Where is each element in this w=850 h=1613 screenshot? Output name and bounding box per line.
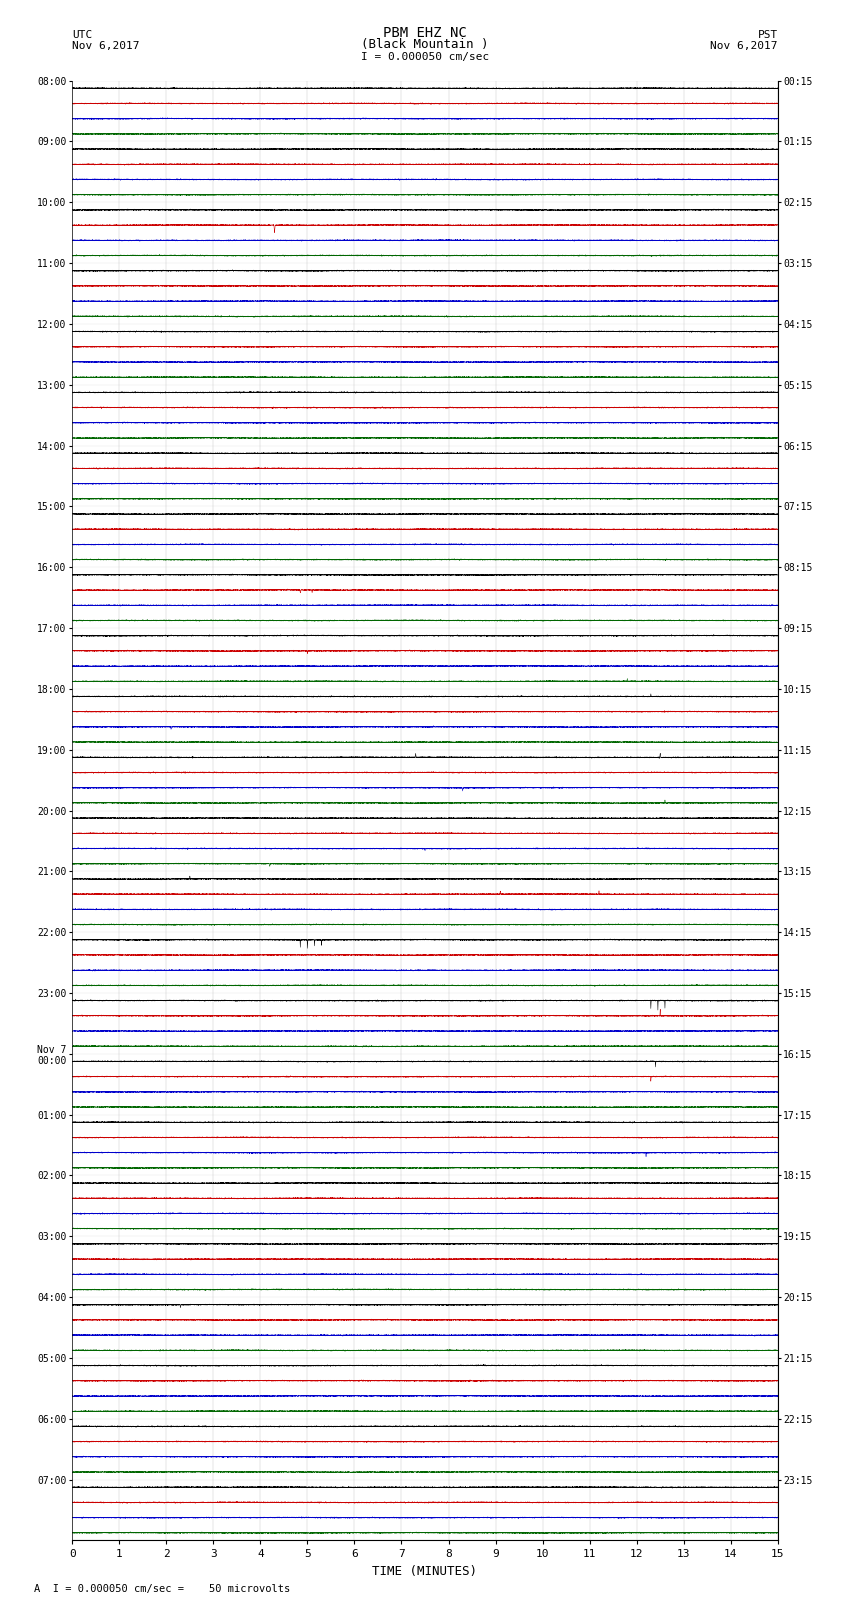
Text: (Black Mountain ): (Black Mountain ) <box>361 37 489 50</box>
Text: UTC: UTC <box>72 29 93 39</box>
Text: PST: PST <box>757 29 778 39</box>
Text: Nov 6,2017: Nov 6,2017 <box>711 40 778 50</box>
Text: A  I = 0.000050 cm/sec =    50 microvolts: A I = 0.000050 cm/sec = 50 microvolts <box>34 1584 290 1594</box>
Text: I = 0.000050 cm/sec: I = 0.000050 cm/sec <box>361 52 489 63</box>
X-axis label: TIME (MINUTES): TIME (MINUTES) <box>372 1565 478 1578</box>
Text: Nov 6,2017: Nov 6,2017 <box>72 40 139 50</box>
Text: PBM EHZ NC: PBM EHZ NC <box>383 26 467 39</box>
